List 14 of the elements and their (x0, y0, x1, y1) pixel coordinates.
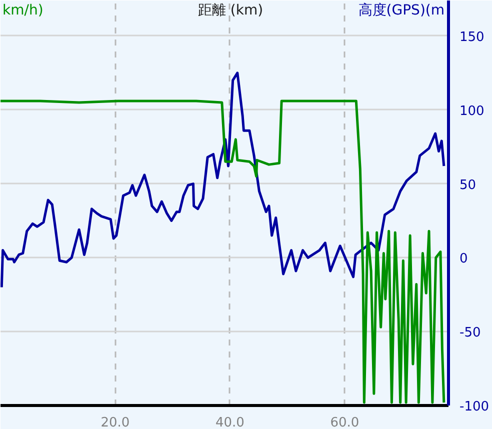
y-axis-title: 高度(GPS)(m (358, 2, 444, 18)
x-tick-label: 20.0 (100, 416, 130, 429)
y-tick-label: 100 (460, 104, 484, 119)
line-series (0, 100, 446, 404)
x-axis-title: 距離 (km) (198, 2, 264, 18)
y-tick-label: 0 (460, 252, 468, 267)
annotation: km/h) (2, 2, 44, 18)
line-series (0, 72, 446, 288)
y-tick-label: 50 (460, 178, 476, 193)
y-tick-label: -100 (460, 400, 490, 414)
y-tick-label: 150 (460, 30, 484, 45)
y-tick-label: -50 (460, 326, 481, 341)
x-tick-label: 60.0 (330, 416, 360, 429)
x-tick-label: 40.0 (215, 416, 244, 429)
